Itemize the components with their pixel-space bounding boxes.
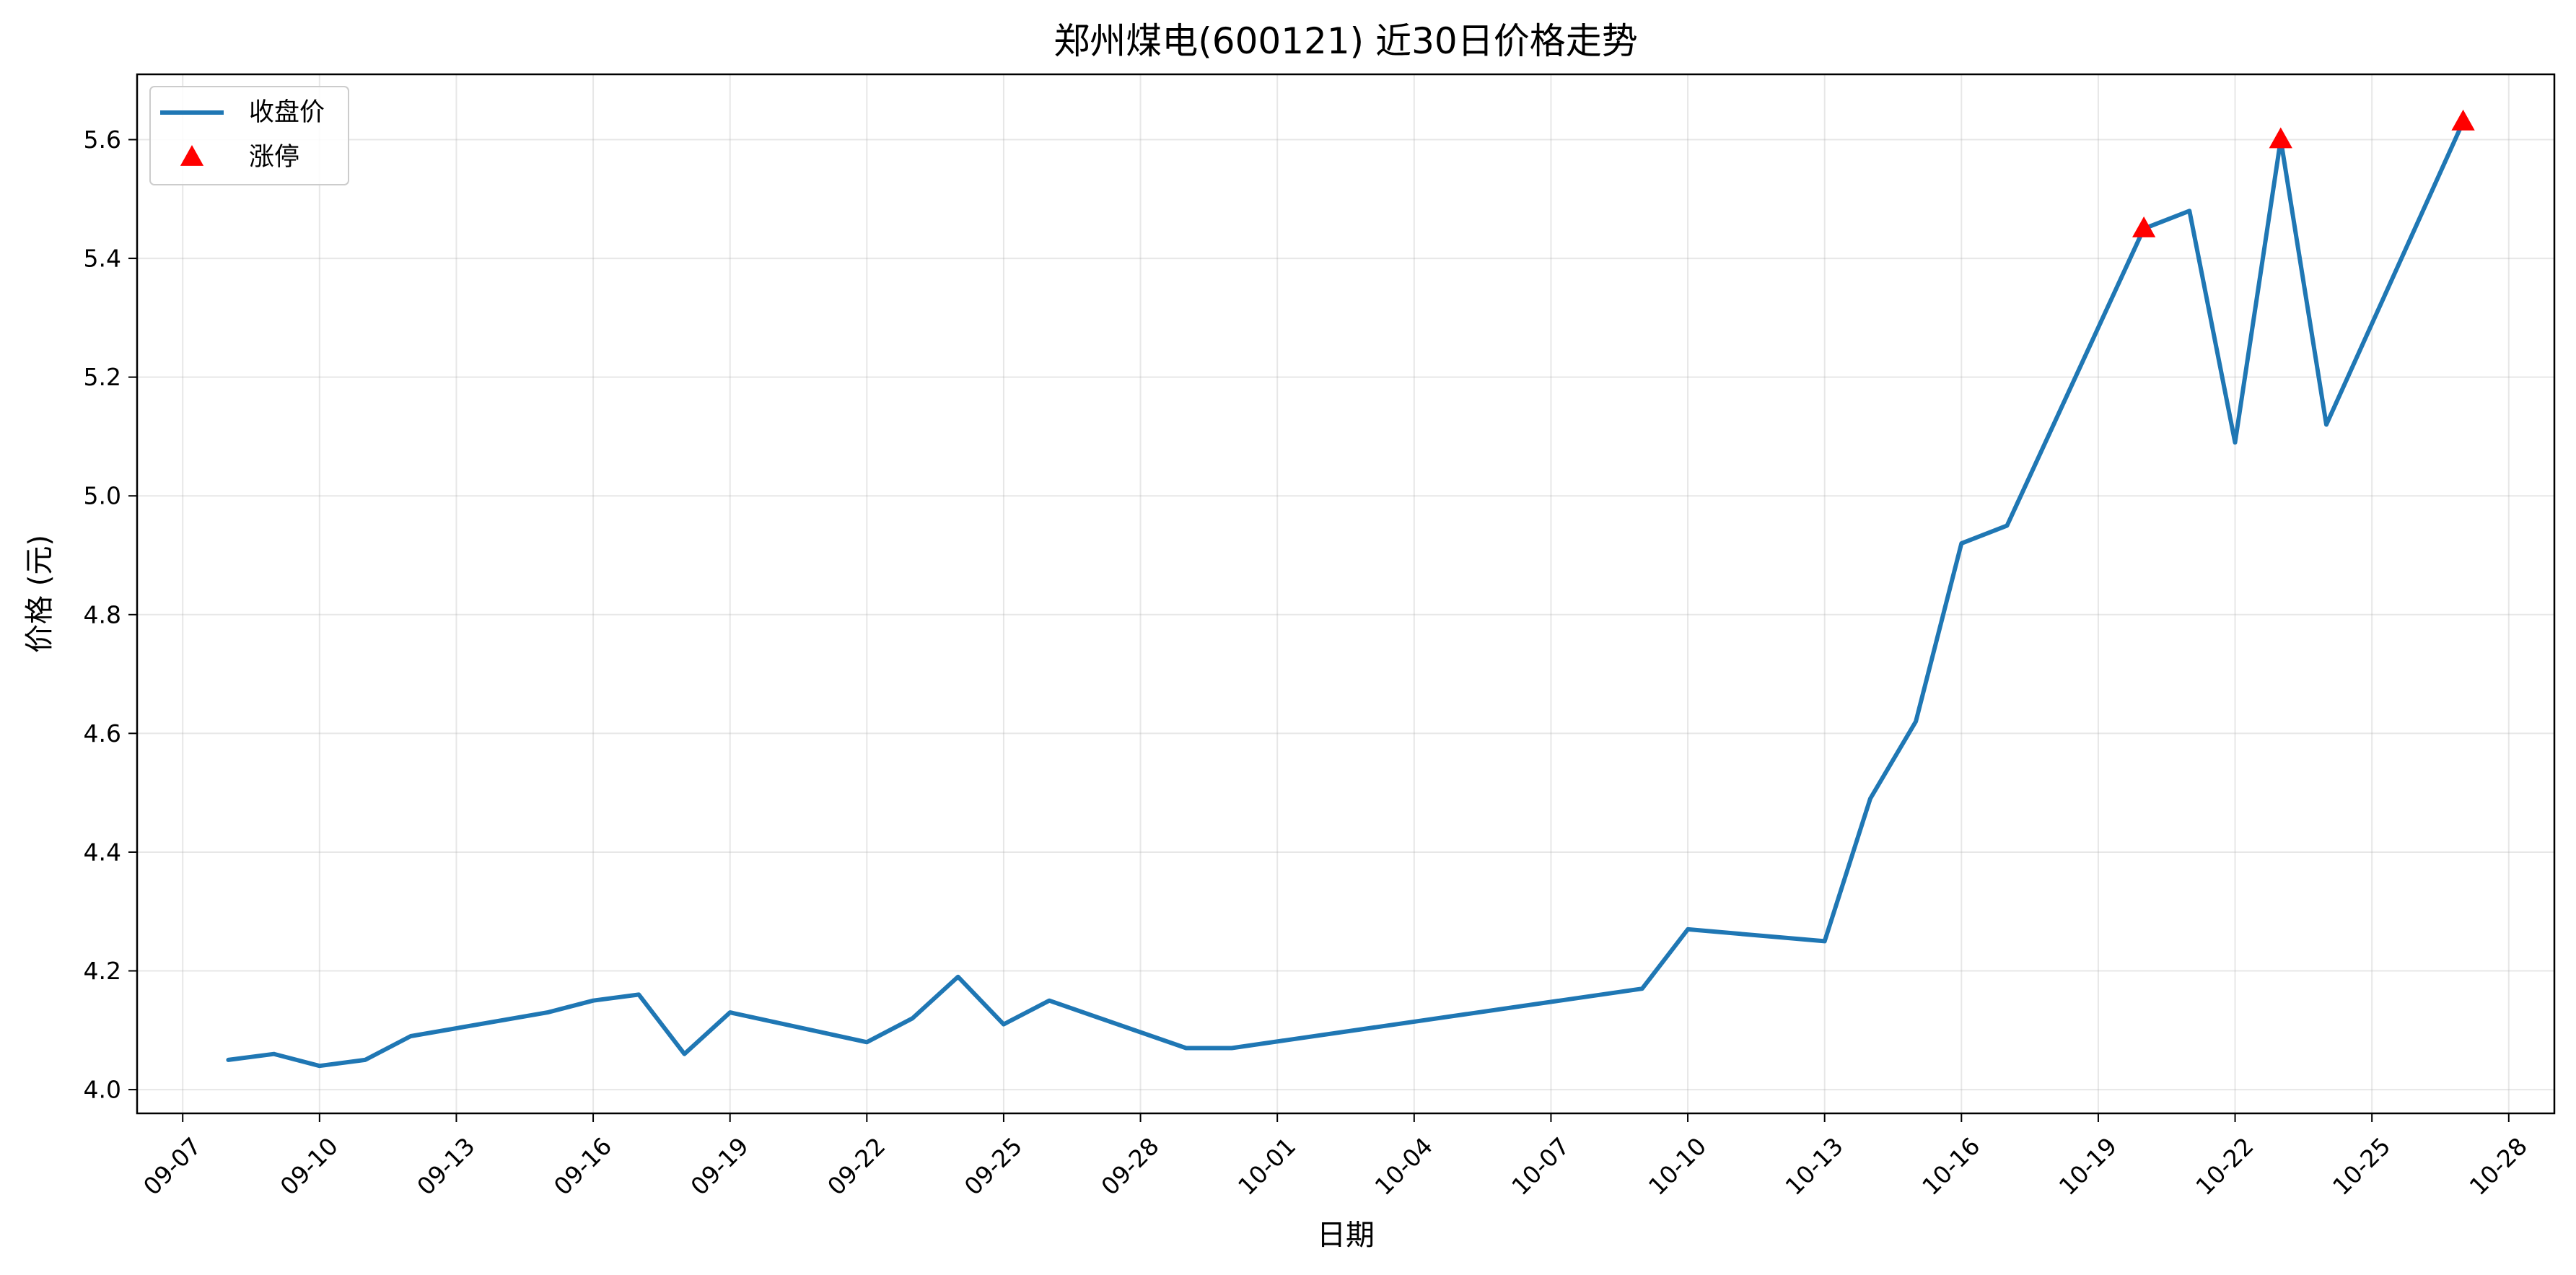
y-tick-label: 4.0: [84, 1076, 121, 1104]
y-tick-label: 5.2: [84, 363, 121, 391]
plot-frame: [136, 73, 2556, 1115]
close-price-line: [226, 119, 2466, 1069]
grid-lines: [137, 74, 2554, 1113]
legend-triangle-icon: [180, 145, 204, 166]
y-tick-label: 5.4: [84, 245, 121, 273]
y-tick-label: 5.0: [84, 482, 121, 510]
series-layer: [226, 109, 2475, 1069]
y-tick-label: 4.2: [84, 957, 121, 985]
y-tick-label: 4.4: [84, 838, 121, 866]
legend-label-limit-up: 涨停: [249, 143, 299, 172]
limit-up-marker: [2132, 216, 2156, 237]
legend: 收盘价 涨停: [149, 86, 349, 185]
legend-label-close: 收盘价: [249, 98, 325, 127]
y-tick-label: 4.8: [84, 600, 121, 628]
limit-up-marker: [2451, 109, 2475, 131]
chart-title: 郑州煤电(600121) 近30日价格走势: [1053, 20, 1637, 62]
x-axis-label: 日期: [1317, 1219, 1375, 1252]
y-tick-label: 4.6: [84, 719, 121, 748]
y-tick-label: 5.6: [84, 126, 121, 154]
limit-up-marker: [2269, 127, 2292, 149]
y-axis-label: 价格 (元): [23, 535, 56, 653]
